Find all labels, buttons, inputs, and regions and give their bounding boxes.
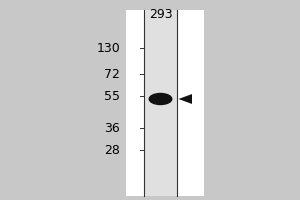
Text: 36: 36 [104,121,120,134]
Ellipse shape [149,94,172,104]
Text: 293: 293 [149,7,172,21]
Text: 28: 28 [104,144,120,156]
Text: 55: 55 [104,90,120,102]
Polygon shape [178,94,192,104]
Text: 72: 72 [104,68,120,80]
Bar [126,10,204,196]
Text: 130: 130 [96,42,120,54]
Bar [144,10,177,196]
